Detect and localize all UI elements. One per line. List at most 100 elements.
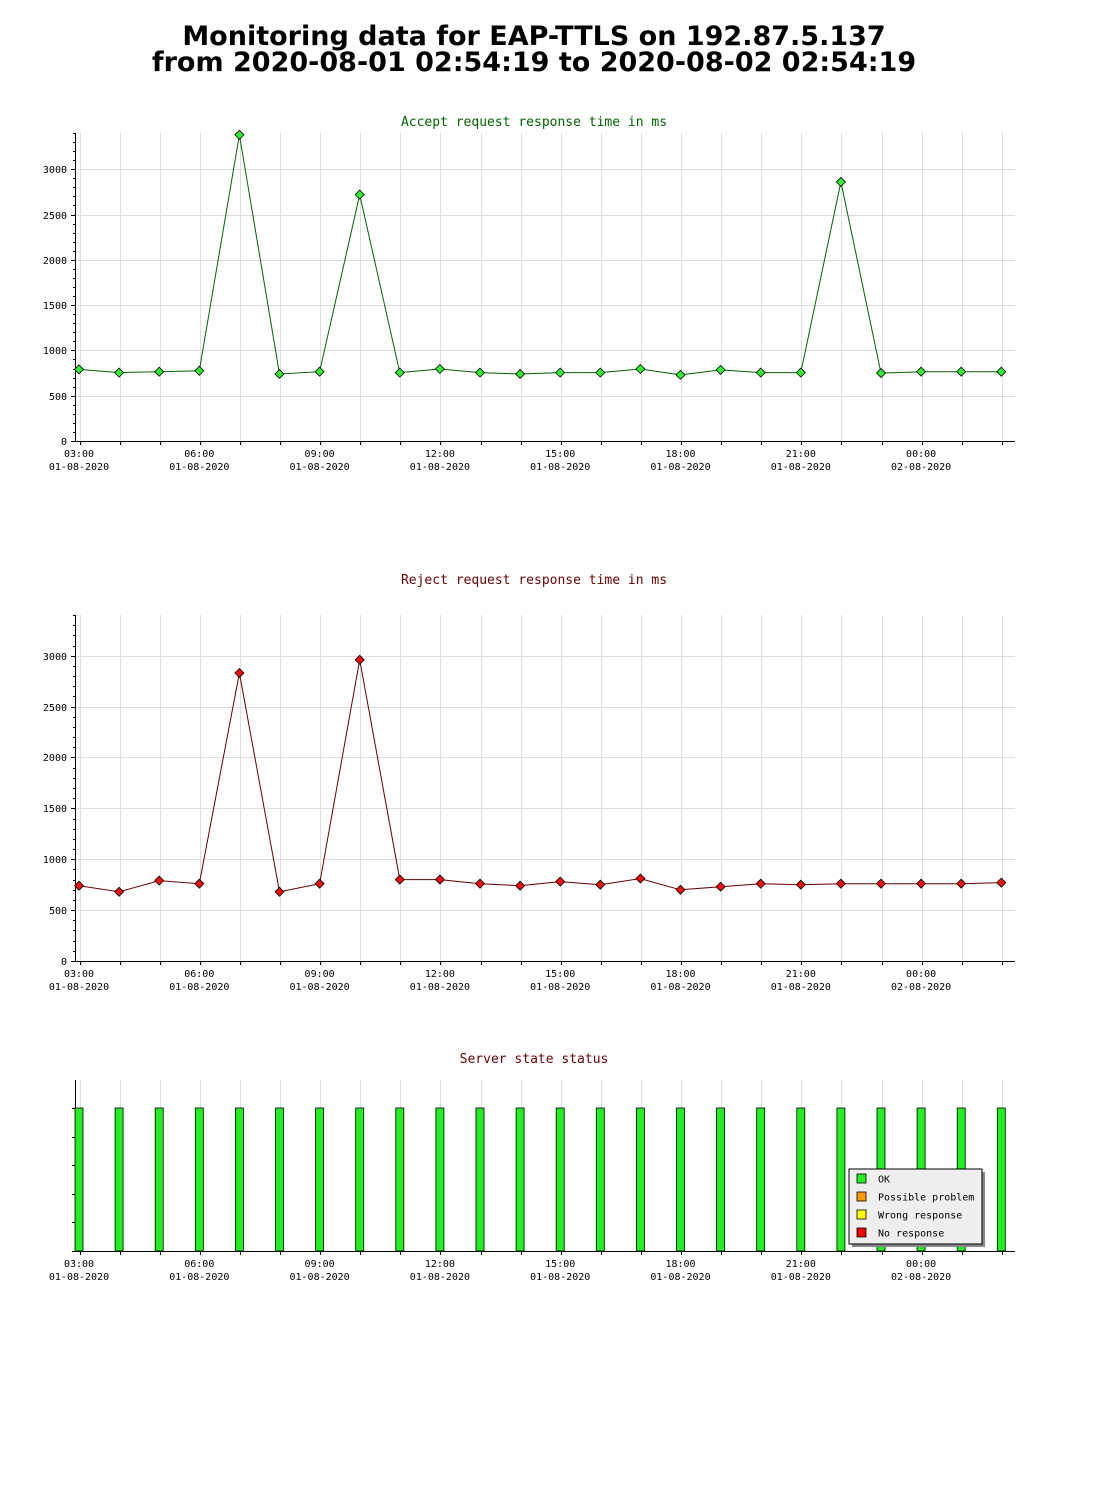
status-bar (796, 1107, 806, 1252)
legend-swatch (856, 1209, 867, 1220)
y-tick-label: 2000 (43, 256, 67, 267)
x-tick-label-date: 02-08-2020 (891, 462, 951, 473)
legend-box (848, 1168, 983, 1245)
x-tick-label-time: 09:00 (305, 969, 335, 980)
x-tick-label-time: 12:00 (425, 449, 455, 460)
x-tick-label-time: 06:00 (184, 969, 214, 980)
data-point (114, 886, 125, 897)
y-tick-label: 3000 (43, 652, 67, 663)
x-tick-label-date: 01-08-2020 (169, 982, 229, 993)
data-point (474, 367, 486, 378)
x-tick-label-time: 21:00 (786, 969, 816, 980)
data-point (715, 881, 726, 892)
x-tick-label-date: 01-08-2020 (290, 982, 350, 993)
legend-swatch (856, 1191, 867, 1202)
data-point (394, 367, 405, 378)
x-tick-label-date: 01-08-2020 (650, 462, 710, 473)
data-point (715, 364, 726, 375)
x-tick-label-time: 06:00 (184, 449, 214, 460)
status-bar (74, 1107, 84, 1252)
x-tick-label-time: 18:00 (665, 449, 695, 460)
x-tick-label-time: 21:00 (786, 449, 816, 460)
x-tick-label-time: 21:00 (786, 1259, 816, 1270)
x-tick-label-date: 01-08-2020 (771, 982, 831, 993)
data-point (194, 365, 205, 376)
chart-1: Accept request response time in ms 0 500 10… (43, 115, 1015, 473)
x-tick-label-time: 15:00 (545, 449, 575, 460)
data-point (434, 363, 445, 375)
data-point (795, 367, 806, 378)
x-tick-label-time: 00:00 (906, 1259, 936, 1270)
legend-label: No response (878, 1229, 944, 1240)
series-line (78, 659, 1002, 893)
status-bar (676, 1107, 685, 1252)
data-point (996, 366, 1007, 377)
status-bar (114, 1107, 124, 1252)
status-bar (595, 1107, 605, 1252)
data-point (635, 873, 646, 884)
y-tick-label: 3000 (43, 165, 67, 176)
status-bar (154, 1107, 164, 1252)
x-tick-label-time: 03:00 (64, 1259, 94, 1270)
status-bar (435, 1107, 445, 1252)
data-point (194, 878, 205, 889)
x-tick-label-time: 18:00 (665, 1259, 695, 1270)
data-point (595, 879, 606, 890)
data-point (354, 189, 365, 200)
legend-swatch (856, 1173, 867, 1184)
x-tick-label-time: 00:00 (906, 969, 936, 980)
x-tick-label-date: 01-08-2020 (771, 1272, 831, 1283)
chart-3: Server state status 03:00 01-08-2020 06:00 0… (49, 1052, 1015, 1283)
data-point (394, 874, 405, 885)
data-point (835, 176, 846, 187)
data-point (675, 369, 686, 380)
chart-title: Server state status (460, 1052, 609, 1067)
y-tick-label: 2500 (43, 211, 67, 222)
y-tick-label: 2000 (43, 753, 67, 764)
status-bar (194, 1107, 204, 1252)
chart-title: Accept request response time in ms (401, 115, 667, 130)
status-bar (355, 1107, 365, 1252)
y-tick-label: 2500 (43, 703, 67, 714)
data-point (795, 879, 806, 890)
status-bar (716, 1107, 725, 1252)
x-tick-label-time: 09:00 (305, 449, 335, 460)
x-tick-label-time: 06:00 (184, 1259, 214, 1270)
x-tick-label-time: 00:00 (906, 449, 936, 460)
x-tick-label-time: 12:00 (425, 1259, 455, 1270)
legend-label: Wrong response (878, 1211, 962, 1222)
data-point (916, 366, 927, 377)
x-tick-label-date: 01-08-2020 (169, 462, 229, 473)
x-tick-label-date: 01-08-2020 (530, 1272, 590, 1283)
data-point (114, 367, 125, 378)
data-point (875, 367, 887, 379)
status-bar (515, 1107, 525, 1252)
data-point (73, 364, 85, 375)
x-tick-label-date: 01-08-2020 (290, 462, 350, 473)
status-bar (395, 1107, 405, 1252)
y-tick-label: 1500 (43, 301, 67, 312)
data-point (755, 367, 766, 378)
y-tick-label: 500 (49, 392, 67, 403)
x-tick-label-date: 01-08-2020 (49, 982, 109, 993)
x-tick-label-time: 03:00 (64, 969, 94, 980)
data-point (875, 878, 887, 889)
data-point (314, 366, 325, 377)
status-bar (756, 1107, 766, 1252)
data-point (234, 667, 245, 679)
data-point (73, 880, 85, 891)
series-line (78, 134, 1002, 376)
data-point (675, 884, 686, 895)
x-tick-label-date: 01-08-2020 (650, 982, 710, 993)
data-point (515, 368, 526, 380)
x-tick-label-date: 01-08-2020 (49, 462, 109, 473)
status-bar (234, 1107, 244, 1252)
x-tick-label-date: 01-08-2020 (410, 1272, 470, 1283)
data-point (956, 366, 967, 377)
data-point (755, 878, 766, 889)
data-point (515, 880, 526, 891)
y-tick-label: 1000 (43, 346, 67, 357)
data-point (234, 129, 245, 140)
page-title-line-1: Monitoring data for EAP-TTLS on 192.87.5… (182, 21, 886, 52)
